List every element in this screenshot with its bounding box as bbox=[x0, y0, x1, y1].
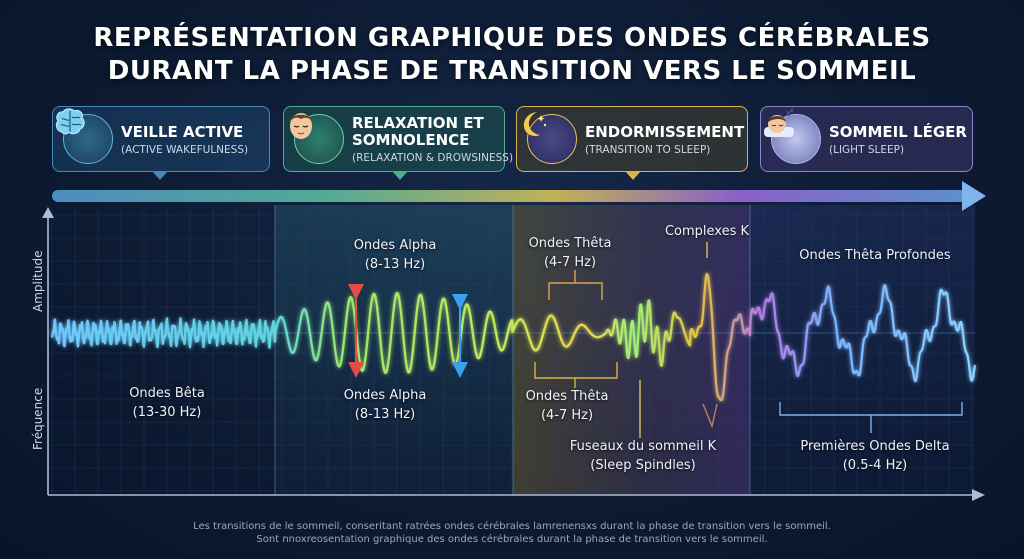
label-theta-bottom-name: Ondes Thêta bbox=[525, 389, 609, 404]
phase-name: SOMMEIL LÉGER bbox=[829, 122, 967, 141]
label-beta-range: (13-30 Hz) bbox=[132, 405, 202, 420]
label-beta-name: Ondes Bêta bbox=[129, 386, 205, 401]
phase-pointer bbox=[625, 171, 641, 180]
label-theta-top-name: Ondes Thêta bbox=[528, 236, 612, 251]
title-line-1: REPRÉSENTATION GRAPHIQUE DES ONDES CÉRÉB… bbox=[93, 23, 931, 53]
label-deep-theta: Ondes Thêta Profondes bbox=[799, 248, 951, 263]
title-line-2: DURANT LA PHASE DE TRANSITION VERS LE SO… bbox=[107, 56, 917, 86]
label-k-complex: Complexes K bbox=[664, 224, 750, 239]
grid bbox=[48, 208, 975, 495]
label-theta-bottom-range: (4-7 Hz) bbox=[540, 408, 594, 423]
phase-subtitle: (RELAXATION & DROWSINESS) bbox=[352, 151, 514, 164]
label-spindles-name: Fuseaux du sommeil K bbox=[569, 439, 717, 454]
label-alpha-bottom: Ondes Alpha (8-13 Hz) bbox=[330, 386, 440, 424]
sleeping-face-icon: z z bbox=[764, 107, 821, 164]
phase-card-veille-active: VEILLE ACTIVE (ACTIVE WAKEFULNESS) bbox=[52, 106, 270, 172]
brain-icon bbox=[55, 108, 113, 164]
label-alpha-top-range: (8-13 Hz) bbox=[364, 257, 426, 272]
label-delta-name: Premières Ondes Delta bbox=[800, 439, 950, 454]
footer-line-2: Sont nnoxreosentation graphique des onde… bbox=[256, 534, 768, 545]
timeline-arrow bbox=[52, 181, 986, 211]
label-alpha-bottom-name: Ondes Alpha bbox=[343, 388, 427, 403]
phase-card-relaxation: RELAXATION ET SOMNOLENCE (RELAXATION & D… bbox=[283, 106, 513, 172]
zone-relaxation bbox=[275, 205, 513, 495]
phase-name: RELAXATION ET bbox=[352, 113, 484, 132]
zone-dividers bbox=[274, 205, 751, 495]
label-alpha-top: Ondes Alpha (8-13 Hz) bbox=[340, 236, 450, 274]
phase-subtitle: (LIGHT SLEEP) bbox=[829, 143, 905, 156]
phase-pointer bbox=[152, 171, 168, 180]
page-title: REPRÉSENTATION GRAPHIQUE DES ONDES CÉRÉB… bbox=[0, 22, 1024, 88]
label-spindles: Fuseaux du sommeil K (Sleep Spindles) bbox=[563, 437, 723, 475]
face-icon bbox=[289, 113, 344, 164]
brainwave-trace bbox=[50, 272, 977, 402]
annotation-brackets bbox=[534, 242, 963, 438]
y-axis-label-amplitude: Amplitude bbox=[31, 250, 45, 313]
phase-name: ENDORMISSEMENT bbox=[585, 122, 745, 141]
label-delta: Premières Ondes Delta (0.5-4 Hz) bbox=[790, 437, 960, 475]
y-axis-label-frequence: Fréquence bbox=[31, 387, 45, 450]
label-theta-top-range: (4-7 Hz) bbox=[543, 255, 597, 270]
footer-line-1: Les transitions de le sommeil, conserita… bbox=[193, 521, 831, 532]
phase-card-endormissement: ENDORMISSEMENT (TRANSITION TO SLEEP) bbox=[516, 106, 748, 172]
phase-card-sommeil-leger: z z SOMMEIL LÉGER (LIGHT SLEEP) bbox=[760, 106, 973, 172]
label-theta-bottom: Ondes Thêta (4-7 Hz) bbox=[512, 387, 622, 425]
phase-subtitle: (ACTIVE WAKEFULNESS) bbox=[121, 143, 249, 156]
moon-icon bbox=[523, 112, 577, 164]
phase-subtitle: (TRANSITION TO SLEEP) bbox=[585, 143, 711, 156]
svg-text:z: z bbox=[790, 107, 794, 114]
phase-name: VEILLE ACTIVE bbox=[121, 122, 244, 141]
phase-pointer bbox=[392, 171, 408, 180]
label-delta-range: (0.5-4 Hz) bbox=[842, 458, 908, 473]
axes bbox=[42, 207, 985, 501]
svg-text:z: z bbox=[786, 109, 791, 118]
label-spindles-en: (Sleep Spindles) bbox=[590, 458, 696, 473]
label-beta: Ondes Bêta (13-30 Hz) bbox=[112, 384, 222, 422]
label-alpha-bottom-range: (8-13 Hz) bbox=[354, 407, 416, 422]
label-theta-top: Ondes Thêta (4-7 Hz) bbox=[515, 234, 625, 272]
label-alpha-top-name: Ondes Alpha bbox=[353, 238, 437, 253]
zone-endormissement bbox=[513, 205, 750, 495]
phase-name-line-2: SOMNOLENCE bbox=[352, 130, 470, 149]
